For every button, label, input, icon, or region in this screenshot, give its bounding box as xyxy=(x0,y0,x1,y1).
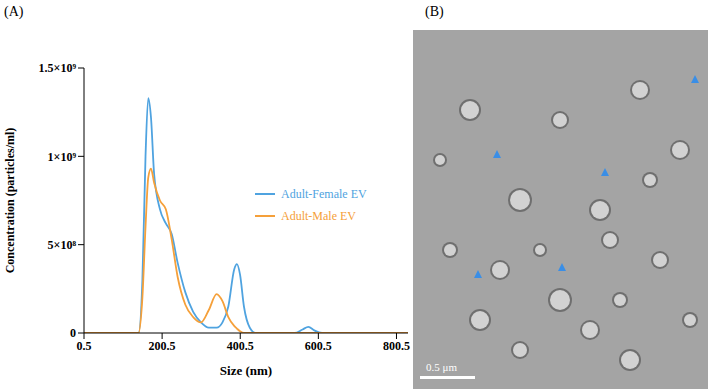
svg-text:0: 0 xyxy=(70,326,76,340)
svg-text:0.5 μm: 0.5 μm xyxy=(426,361,457,373)
svg-text:1×10⁹: 1×10⁹ xyxy=(48,150,77,164)
html-text:Adult-Female EV: Adult-Female EV xyxy=(281,186,367,201)
html-text:Adult-Male EV: Adult-Male EV xyxy=(281,208,356,223)
svg-text:5×10⁸: 5×10⁸ xyxy=(48,238,77,252)
svg-text:Size (nm): Size (nm) xyxy=(220,363,272,378)
svg-text:Concentration (particles/ml): Concentration (particles/ml) xyxy=(3,128,17,274)
svg-text:0.5: 0.5 xyxy=(77,339,92,353)
svg-text:600.5: 600.5 xyxy=(305,339,332,353)
svg-text:800.5: 800.5 xyxy=(383,339,410,353)
svg-text:400.5: 400.5 xyxy=(227,339,254,353)
svg-text:1.5×10⁹: 1.5×10⁹ xyxy=(39,61,77,75)
html-text:(B): (B) xyxy=(425,4,444,19)
svg-text:200.5: 200.5 xyxy=(149,339,176,353)
html-text:(A): (A) xyxy=(4,4,24,19)
